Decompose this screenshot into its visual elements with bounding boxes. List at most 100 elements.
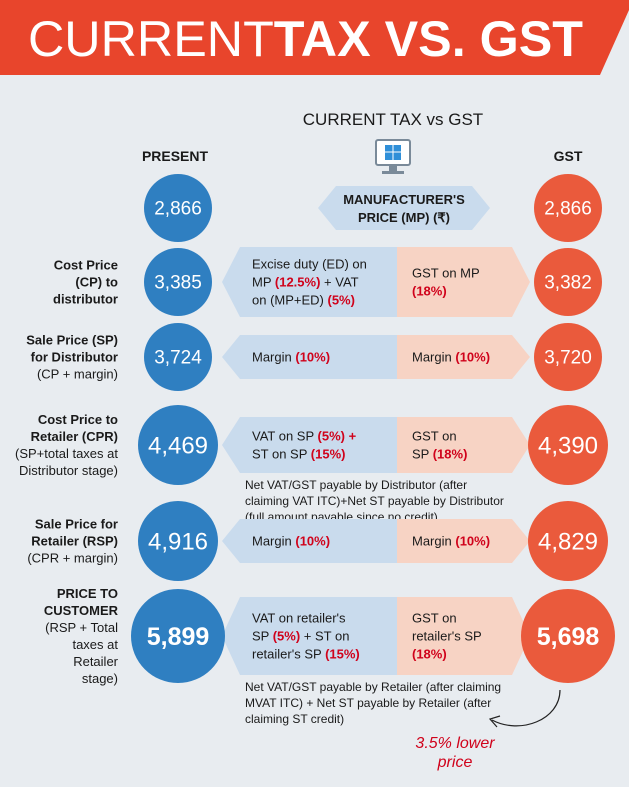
gst-value: 2,866 [544, 199, 592, 220]
present-box [222, 597, 397, 675]
text-segment: Margin [252, 350, 295, 365]
text-segment: (5%) + [318, 429, 357, 444]
text-segment: SP [252, 629, 273, 644]
text-segment: (10%) [295, 350, 330, 365]
present-value: 5,899 [147, 623, 210, 651]
cell-text: Margin (10%) [252, 534, 330, 549]
text-segment: SP [412, 447, 433, 462]
text-segment: (5%) [328, 293, 355, 308]
text-segment: (10%) [455, 534, 490, 549]
cell-text: Margin (10%) [252, 350, 330, 365]
gst-value: 4,829 [538, 528, 598, 555]
present-circle [144, 323, 212, 391]
gst-value: 3,382 [544, 273, 592, 294]
label-line: CUSTOMER [44, 603, 119, 618]
title-light: CURRENT [28, 11, 274, 67]
label-line: (CP) to [75, 275, 118, 290]
present-value: 3,724 [154, 348, 202, 369]
gst-value: 3,720 [544, 348, 592, 369]
price-box-line: PRICE (MP) (₹) [358, 210, 450, 225]
cell-text: Margin (10%) [412, 534, 490, 549]
text-segment: (10%) [295, 534, 330, 549]
row-label: Cost Price to Retailer (CPR) (SP+total tax… [15, 412, 118, 478]
present-circle [144, 174, 212, 242]
label-line: PRICE TO [57, 586, 118, 601]
label-line: (CP + margin) [37, 367, 118, 382]
present-box [222, 519, 397, 563]
text-segment: (18%) [433, 447, 468, 462]
present-value: 4,469 [148, 432, 208, 459]
cell-text: VAT on retailer's SP (5%) + ST on retailer… [252, 611, 360, 662]
label-line: Cost Price to [38, 412, 118, 427]
row-label: Sale Price (SP) for Distributor (CP + marg… [26, 333, 118, 382]
gst-circle [534, 174, 602, 242]
label-line: for Distributor [31, 350, 118, 365]
gst-box [397, 247, 530, 317]
text-segment: (10%) [455, 350, 490, 365]
text-segment: (15%) [325, 647, 360, 662]
text-segment: (18%) [412, 647, 447, 662]
rows: MANUFACTURER'S PRICE (MP) (₹) 2,866 2,866 Ex… [15, 174, 615, 726]
cell-text: Margin (10%) [412, 350, 490, 365]
price-box-line: MANUFACTURER'S [343, 192, 465, 207]
present-header: PRESENT [142, 148, 209, 164]
note-line: Net VAT/GST payable by Retailer (after c… [245, 680, 501, 694]
row-label: PRICE TO CUSTOMER (RSP + Total taxes at Reta… [44, 586, 119, 686]
present-value: 3,385 [154, 273, 202, 294]
label-line: (SP+total taxes at [15, 446, 118, 461]
text-segment: + VAT [320, 275, 358, 290]
title-bold: TAX VS. GST [274, 11, 583, 67]
row-label: Cost Price (CP) to distributor [53, 258, 118, 307]
text-segment: GST on MP [412, 266, 480, 281]
present-circle [131, 589, 225, 683]
present-box [222, 247, 397, 317]
footnote-arrowhead [488, 715, 501, 728]
label-line: Retailer (CPR) [31, 429, 118, 444]
text-segment: on (MP+ED) [252, 293, 328, 308]
present-value: 4,916 [148, 528, 208, 555]
label-line: (RSP + Total [45, 620, 118, 635]
cell-text: GST on retailer's SP (18%) [412, 611, 482, 662]
present-circle [138, 501, 218, 581]
label-line: stage) [82, 671, 118, 686]
label-line: Distributor stage) [19, 463, 118, 478]
label-line: Cost Price [54, 258, 118, 273]
monitor-icon [375, 139, 411, 174]
text-segment: VAT on retailer's [252, 611, 346, 626]
gst-box [397, 335, 530, 379]
present-circle [144, 248, 212, 316]
cell-text: VAT on SP (5%) + ST on SP (15%) [252, 429, 357, 462]
text-segment: Margin [412, 350, 455, 365]
label-line: Retailer [73, 654, 118, 669]
price-box [318, 186, 490, 230]
footnote: 3.5% lower price [415, 735, 495, 771]
note-line: MVAT ITC) + Net ST payable by Retailer (… [245, 696, 491, 710]
gst-circle [528, 501, 608, 581]
text-segment: (5%) [273, 629, 300, 644]
label-line: Sale Price for [35, 517, 118, 532]
footnote-line: 3.5% lower [415, 735, 495, 752]
label-line: (CPR + margin) [27, 551, 118, 566]
gst-box [397, 519, 530, 563]
note: Net VAT/GST payable by Retailer (after c… [245, 680, 501, 726]
present-box [222, 417, 397, 473]
text-segment: (18%) [412, 284, 447, 299]
footnote-line: price [437, 754, 473, 771]
price-box-text: MANUFACTURER'S PRICE (MP) (₹) [343, 192, 465, 225]
label-line: Retailer (RSP) [31, 534, 118, 549]
text-segment: VAT on SP [252, 429, 318, 444]
present-circle [138, 405, 218, 485]
gst-value: 4,390 [538, 432, 598, 459]
text-segment: (15%) [311, 447, 346, 462]
cell-text: Excise duty (ED) on MP (12.5%) + VAT on (M… [252, 257, 367, 308]
gst-circle [534, 323, 602, 391]
text-segment: Margin [252, 534, 295, 549]
gst-box [397, 417, 530, 473]
gst-circle [521, 589, 615, 683]
text-segment: MP [252, 275, 275, 290]
gst-header: GST [554, 148, 583, 164]
text-segment: GST on [412, 429, 457, 444]
title: CURRENTTAX VS. GST [28, 11, 583, 67]
